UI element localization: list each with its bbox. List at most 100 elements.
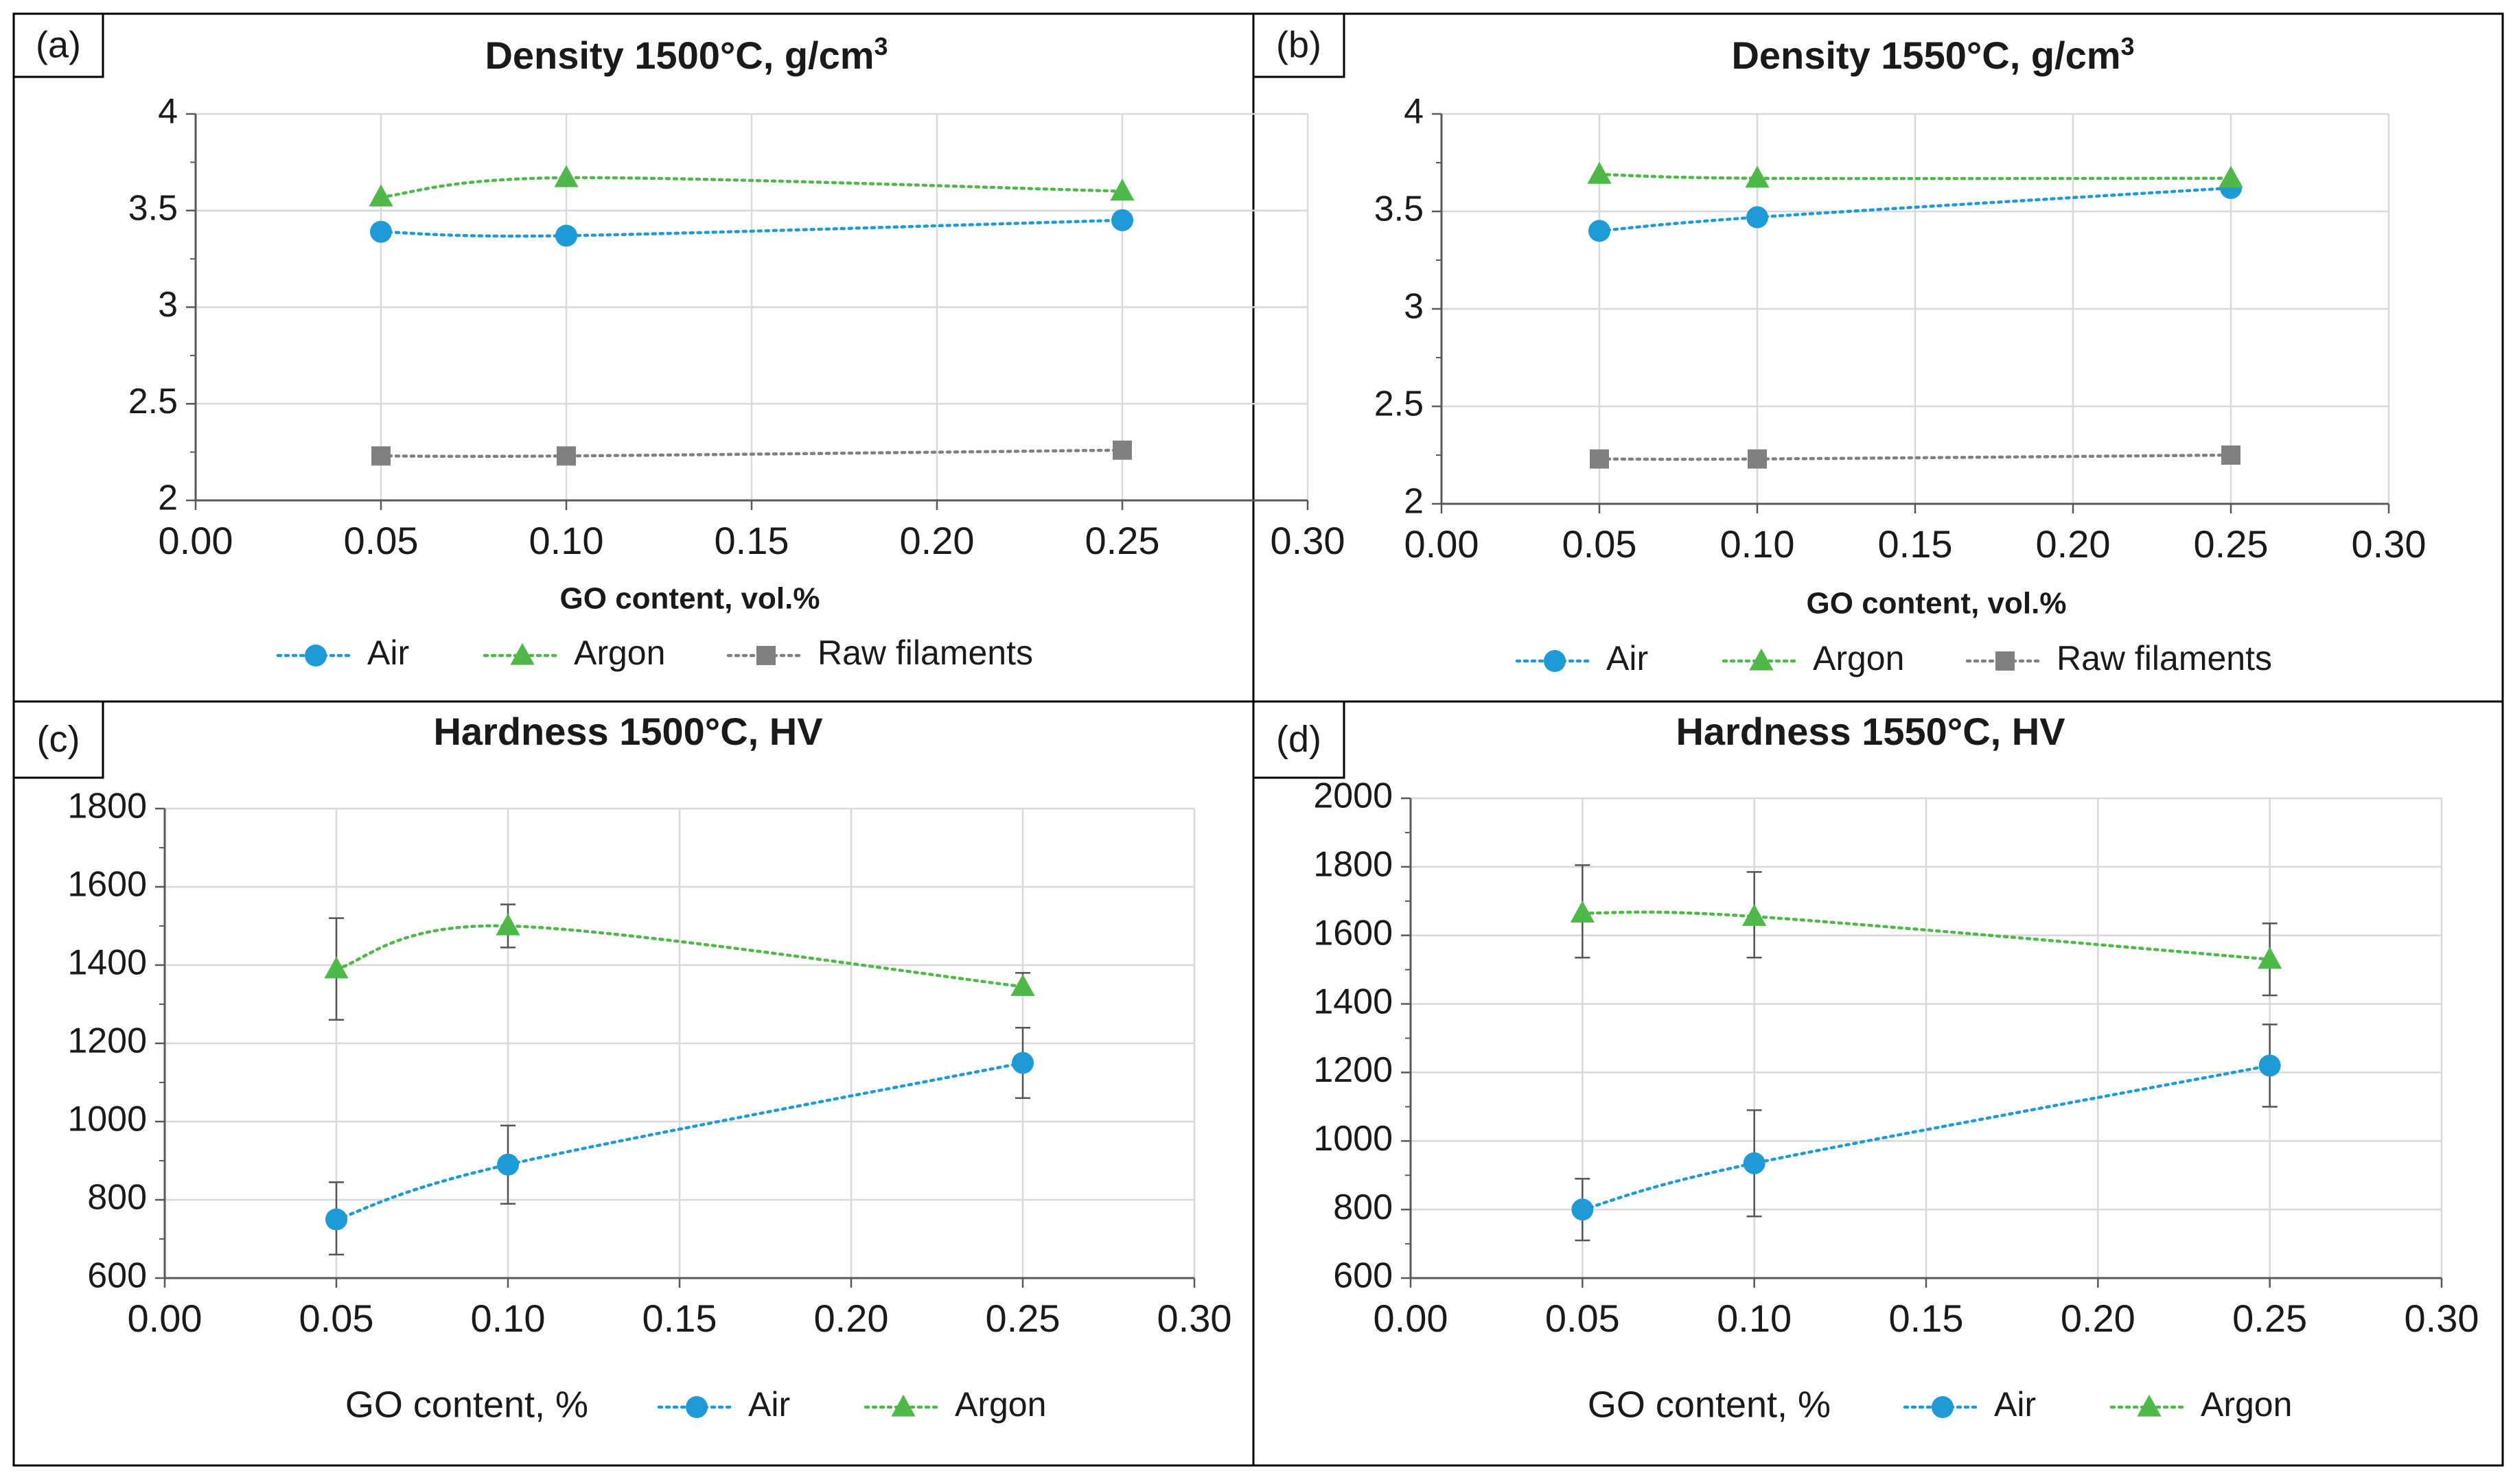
legend-label: Raw filaments — [2057, 639, 2272, 677]
x-tick-label: 0.10 — [529, 519, 604, 562]
legend-item-argon: Argon — [2109, 1385, 2292, 1424]
legend-item-air: Air — [1903, 1385, 2036, 1424]
chart-title: Density 1500°C, g/cm3 — [485, 32, 888, 78]
chart-title: Hardness 1550°C, HV — [1676, 710, 2065, 753]
panel-label: (a) — [36, 24, 81, 65]
legend-item-air: Air — [276, 634, 409, 672]
chart-title-superscript: 3 — [2121, 32, 2135, 60]
x-tick-label: 0.20 — [900, 519, 975, 562]
legend-marker-circle — [1932, 1396, 1954, 1418]
x-tick-label: 0.00 — [128, 1297, 202, 1340]
legend: Air Argon — [1903, 1385, 2292, 1424]
data-point-triangle — [1010, 974, 1035, 997]
y-tick-label: 1000 — [1313, 1119, 1393, 1159]
x-tick-label: 0.15 — [715, 519, 789, 562]
chart-title-text: Hardness 1500°C, HV — [433, 710, 822, 753]
series-line — [379, 176, 1124, 199]
panel-label-box — [1252, 12, 1345, 78]
series-line — [1597, 453, 2233, 461]
data-point-circle — [1571, 1198, 1594, 1221]
panel-c: (c) Hardness 1500°C, HV 0.00 0.05 0.10 0.15 0.… — [12, 700, 1232, 1425]
x-tick-label: 0.20 — [814, 1297, 889, 1340]
series-raw-filaments — [1590, 445, 2240, 469]
data-point-circle — [497, 1153, 519, 1176]
x-tick-label: 0.15 — [1889, 1297, 1964, 1340]
series-air — [1571, 1023, 2281, 1242]
x-tick-label: 0.15 — [1878, 522, 1953, 566]
x-tick-label: 0.30 — [2405, 1297, 2479, 1340]
legend-marker-circle — [1544, 650, 1566, 672]
legend-item-air: Air — [1515, 639, 1648, 677]
panel-label: (d) — [1276, 719, 1321, 760]
data-point-triangle — [2258, 947, 2282, 969]
data-point-circle — [1111, 209, 1133, 231]
legend-marker-circle — [305, 645, 327, 666]
legend: Air Argon Raw filaments — [276, 634, 1033, 672]
data-point-triangle — [1570, 901, 1595, 923]
data-point-circle — [555, 224, 577, 247]
legend-marker-square — [1995, 651, 2015, 671]
legend-item-raw-filaments: Raw filaments — [726, 634, 1033, 672]
legend-item-argon: Argon — [483, 634, 665, 672]
series-argon — [324, 903, 1035, 1021]
panel-label-box — [12, 700, 104, 779]
legend-label: Argon — [574, 634, 665, 672]
series-argon — [1570, 864, 2282, 997]
data-point-circle — [370, 220, 392, 243]
x-tick-label: 0.25 — [986, 1297, 1061, 1340]
y-tick-label: 3 — [1404, 287, 1424, 327]
legend: Air Argon Raw filaments — [1515, 639, 2272, 677]
series-line — [1581, 910, 2271, 961]
x-tick-label: 0.25 — [2232, 1297, 2307, 1340]
legend-label: Air — [1994, 1385, 2036, 1424]
data-point-square — [1748, 449, 1767, 469]
x-axis-label: GO content, % — [1588, 1384, 1831, 1425]
series-line — [379, 218, 1124, 238]
legend-label: Argon — [2201, 1385, 2292, 1424]
y-tick-label: 1200 — [1313, 1050, 1393, 1090]
legend-marker-triangle — [891, 1394, 916, 1417]
chart-title-superscript: 3 — [875, 32, 888, 60]
series-argon — [369, 165, 1135, 207]
series-air — [325, 1026, 1034, 1256]
legend-item-argon: Argon — [864, 1385, 1046, 1424]
data-point-square — [1590, 449, 1609, 469]
legend-item-raw-filaments: Raw filaments — [1965, 639, 2272, 677]
chart-title-text: Density 1550°C, g/cm — [1731, 34, 2120, 77]
legend-label: Argon — [955, 1385, 1046, 1424]
data-point-circle — [1012, 1052, 1034, 1074]
y-tick-label: 1600 — [1313, 913, 1393, 953]
data-point-triangle — [1587, 161, 1612, 184]
y-tick-label: 2000 — [1313, 776, 1393, 816]
series-raw-filaments — [371, 440, 1132, 466]
y-tick-label: 1600 — [67, 865, 147, 905]
x-tick-label: 0.15 — [642, 1297, 717, 1340]
panel-label-box — [1252, 700, 1345, 779]
x-tick-label: 0.00 — [159, 519, 233, 562]
y-tick-label: 800 — [87, 1178, 147, 1218]
y-tick-label: 1400 — [67, 943, 147, 983]
y-tick-label: 1800 — [1313, 845, 1393, 885]
x-tick-label: 0.00 — [1404, 522, 1479, 566]
data-point-circle — [1743, 1152, 1765, 1174]
x-tick-label: 0.20 — [2061, 1297, 2135, 1340]
y-tick-label: 2 — [158, 478, 178, 518]
legend-label: Air — [1606, 639, 1648, 677]
data-point-circle — [1746, 206, 1768, 229]
x-tick-label: 0.05 — [299, 1297, 374, 1340]
data-point-square — [1113, 440, 1132, 460]
data-point-triangle — [1742, 904, 1767, 926]
y-tick-label: 2 — [1404, 482, 1424, 522]
series-air — [370, 209, 1133, 247]
y-tick-label: 800 — [1333, 1187, 1393, 1227]
data-point-triangle — [324, 956, 349, 979]
series-line — [1597, 186, 2233, 233]
y-tick-label: 3.5 — [1374, 189, 1424, 229]
y-tick-label: 3 — [158, 285, 178, 325]
y-tick-label: 1400 — [1313, 982, 1393, 1021]
x-tick-label: 0.05 — [1545, 1297, 1620, 1340]
x-tick-label: 0.05 — [1562, 522, 1637, 566]
y-tick-label: 3.5 — [128, 188, 178, 228]
data-point-triangle — [1745, 165, 1770, 188]
